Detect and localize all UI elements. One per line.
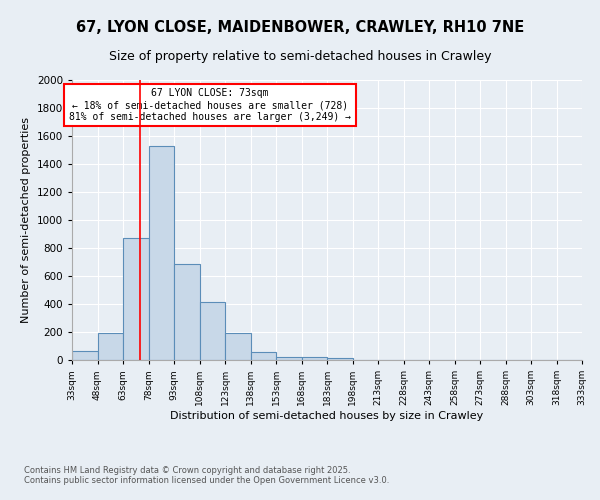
Bar: [225, 332, 251, 360]
X-axis label: Distribution of semi-detached houses by size in Crawley: Distribution of semi-detached houses by …: [170, 411, 484, 421]
Bar: [302, 357, 327, 360]
Bar: [200, 302, 225, 360]
Text: Contains HM Land Registry data © Crown copyright and database right 2025.
Contai: Contains HM Land Registry data © Crown c…: [24, 466, 389, 485]
Bar: [72, 351, 97, 360]
Bar: [123, 238, 149, 360]
Text: 67 LYON CLOSE: 73sqm
← 18% of semi-detached houses are smaller (728)
81% of semi: 67 LYON CLOSE: 73sqm ← 18% of semi-detac…: [69, 88, 351, 122]
Text: Size of property relative to semi-detached houses in Crawley: Size of property relative to semi-detach…: [109, 50, 491, 63]
Bar: [276, 356, 302, 360]
Bar: [174, 264, 200, 360]
Bar: [97, 332, 123, 360]
Bar: [251, 352, 276, 360]
Bar: [149, 146, 174, 360]
Bar: [327, 358, 353, 360]
Text: 67, LYON CLOSE, MAIDENBOWER, CRAWLEY, RH10 7NE: 67, LYON CLOSE, MAIDENBOWER, CRAWLEY, RH…: [76, 20, 524, 35]
Y-axis label: Number of semi-detached properties: Number of semi-detached properties: [21, 117, 31, 323]
